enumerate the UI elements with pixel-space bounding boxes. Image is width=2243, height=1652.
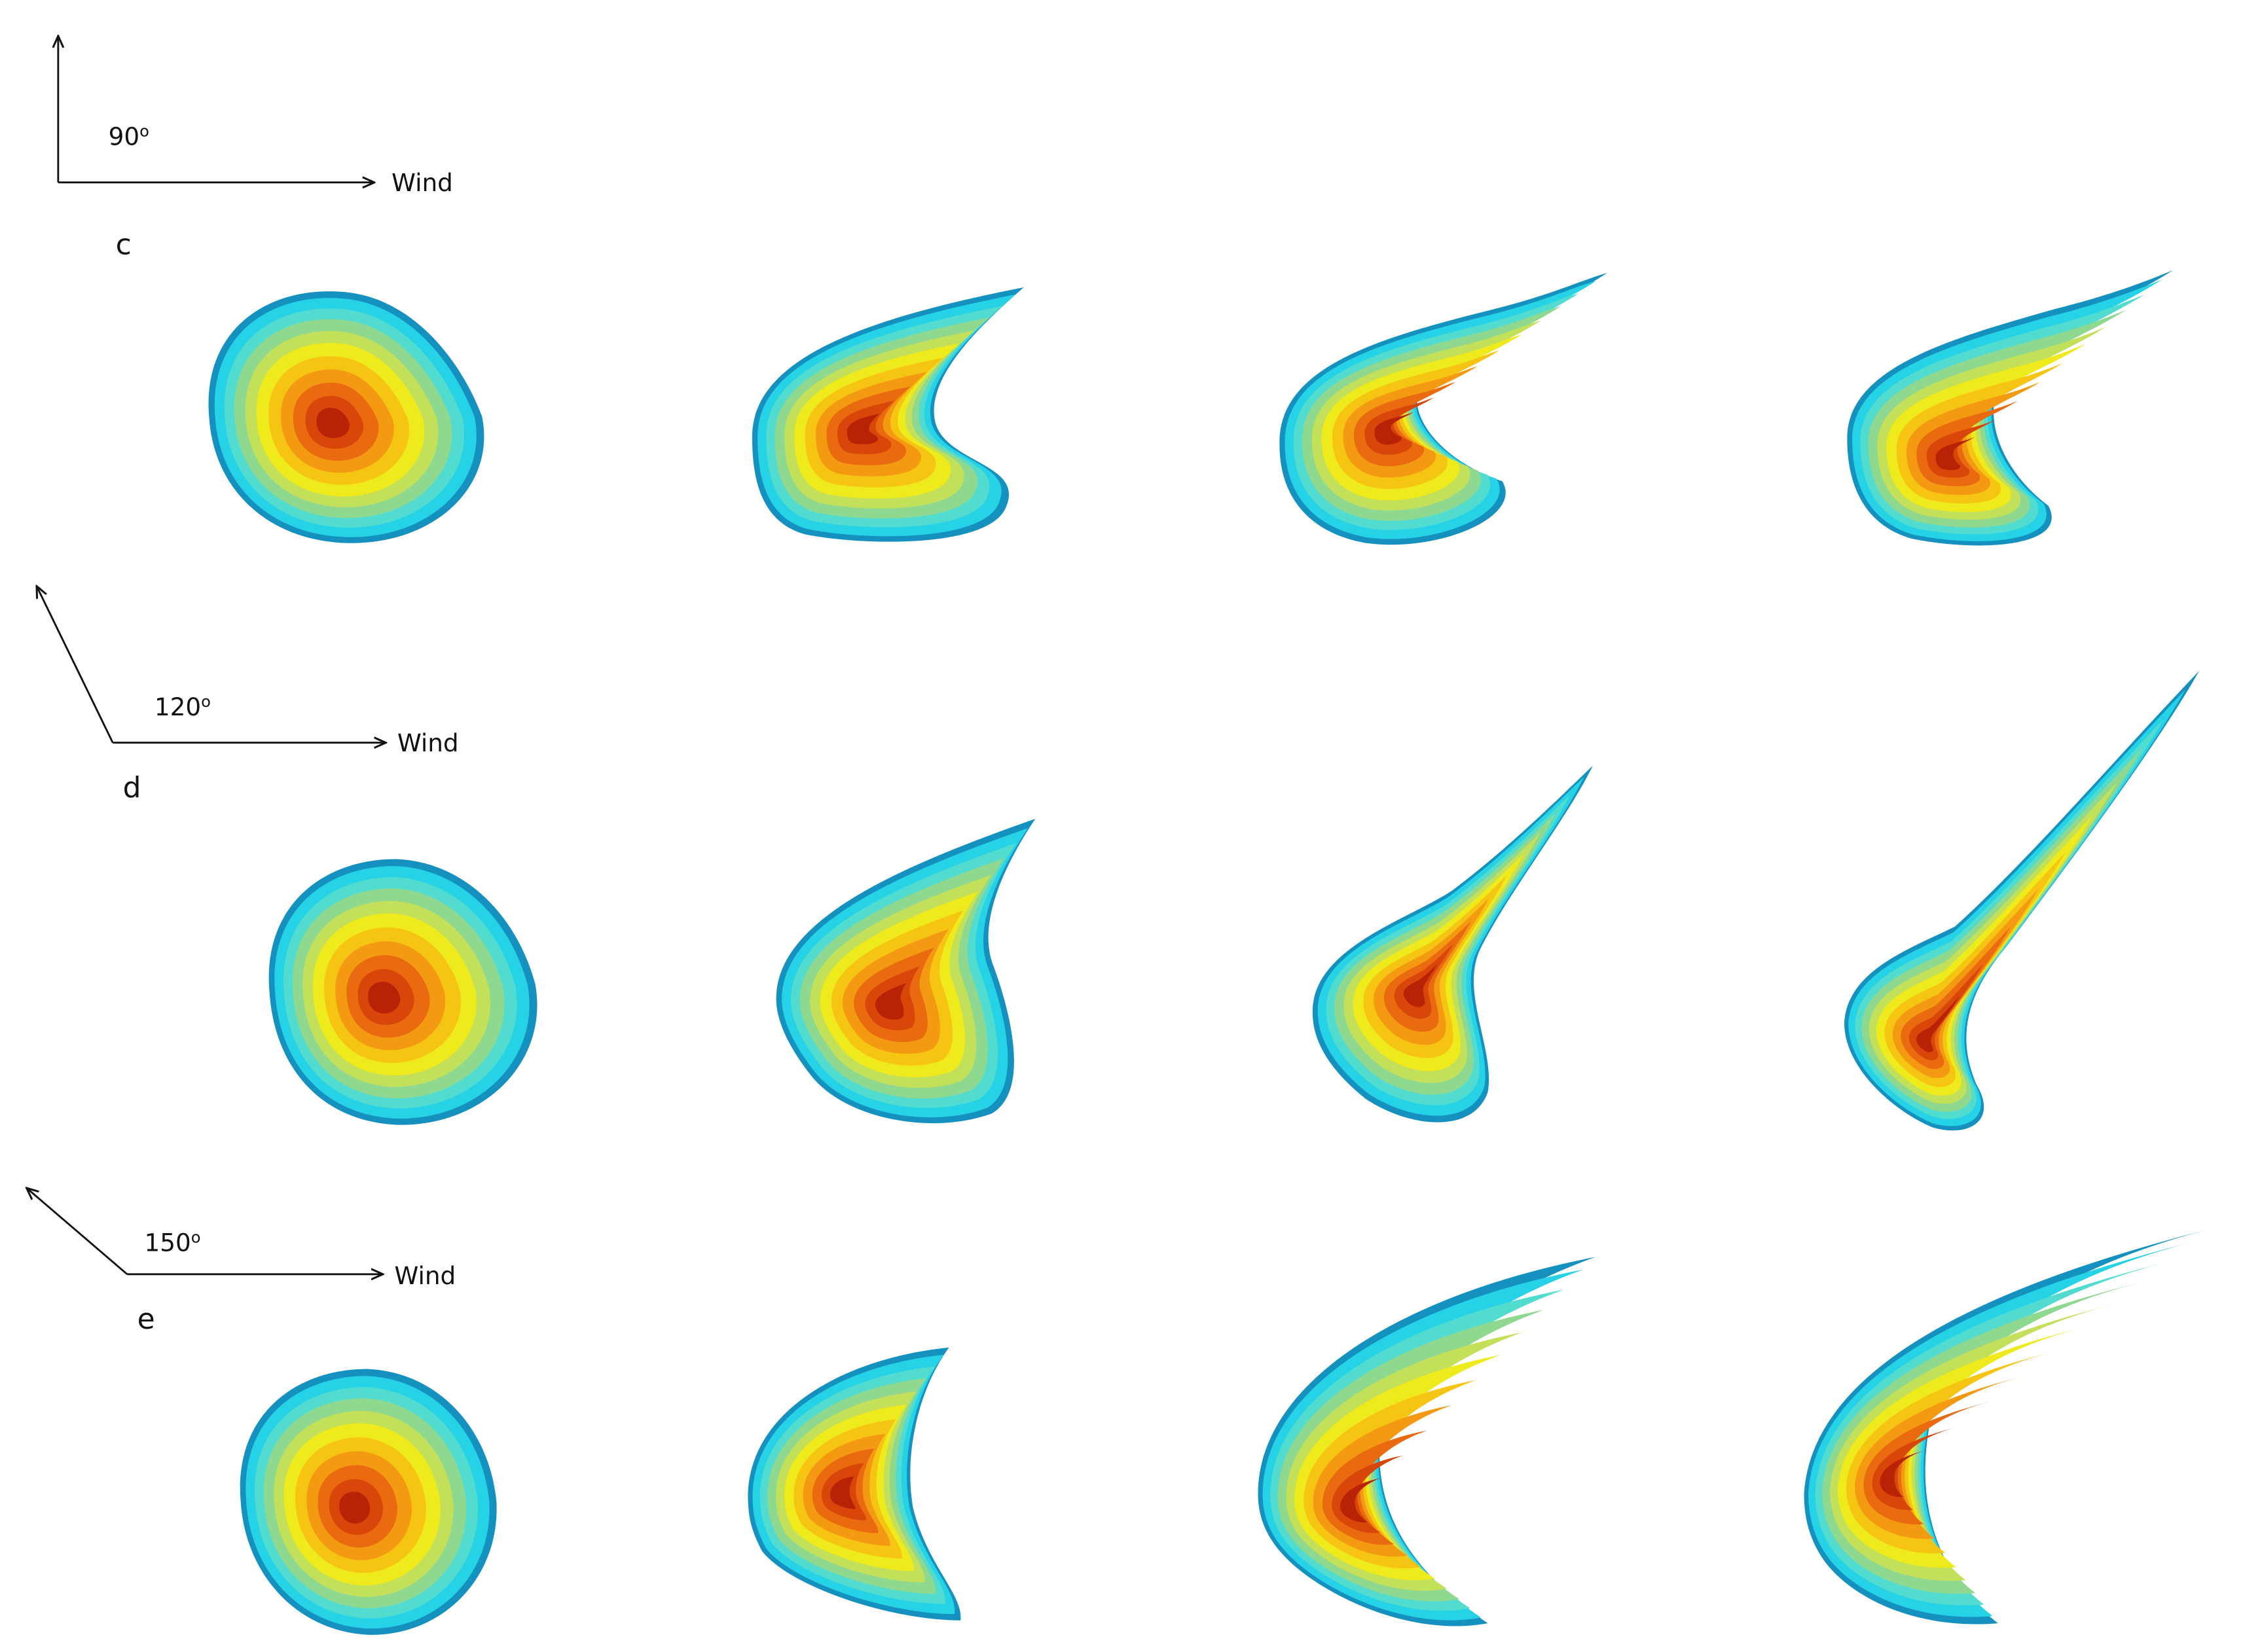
contour-plot — [1804, 1228, 2214, 1625]
angle-label: 150o — [145, 1228, 201, 1257]
contour-level — [847, 414, 880, 444]
contour-plot — [1847, 270, 2174, 546]
direction-arrow — [27, 1188, 128, 1275]
contour-level — [1916, 997, 1960, 1052]
panel-label: d — [123, 771, 141, 804]
contour-level — [316, 408, 350, 439]
contour-plot — [208, 291, 484, 543]
angle-value: 150 — [145, 1229, 191, 1257]
contour-level — [1340, 1478, 1381, 1523]
contour-plot — [1258, 1257, 1596, 1626]
wind-label: Wind — [397, 728, 459, 757]
contour-plot — [776, 819, 1036, 1124]
angle-label: 120o — [155, 692, 211, 721]
contour-plot — [752, 287, 1024, 542]
wind-label: Wind — [392, 168, 453, 197]
contour-plot — [240, 1369, 497, 1635]
contour-level — [830, 1476, 856, 1509]
contour-level — [368, 981, 401, 1014]
panel-label: e — [137, 1302, 155, 1336]
degree-sign: o — [191, 1228, 201, 1246]
contour-plot — [1312, 765, 1593, 1122]
angle-label: 90o — [109, 122, 149, 151]
direction-arrow — [37, 586, 114, 744]
contour-level — [1935, 437, 1975, 471]
degree-sign: o — [201, 692, 211, 711]
contour-level — [1880, 1449, 1929, 1498]
angle-value: 90 — [109, 122, 139, 151]
panel-label: c — [116, 228, 132, 261]
contour-plot — [748, 1347, 961, 1621]
contour-level — [339, 1491, 371, 1524]
degree-sign: o — [139, 122, 149, 141]
contour-level — [875, 983, 907, 1020]
contour-level — [1403, 964, 1438, 1007]
angle-value: 120 — [155, 692, 201, 721]
contour-plot — [268, 859, 538, 1125]
contour-plot — [1279, 273, 1607, 545]
wind-label: Wind — [394, 1261, 456, 1290]
contour-plot — [1844, 670, 2200, 1131]
contour-level — [1374, 412, 1414, 445]
